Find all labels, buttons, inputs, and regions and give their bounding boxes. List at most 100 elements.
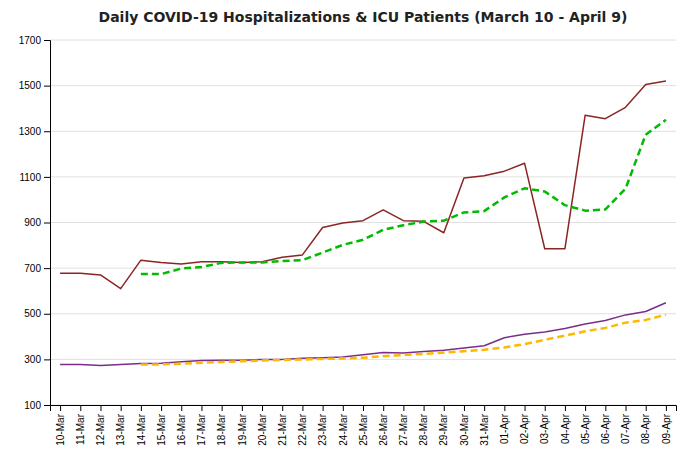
grid-line xyxy=(50,313,676,314)
grid-line xyxy=(50,176,676,177)
series-line xyxy=(141,315,666,365)
x-tick: 13-Mar xyxy=(115,405,126,446)
x-axis-line xyxy=(51,406,677,412)
x-tick-mark xyxy=(464,405,465,411)
y-tick-label: 300 xyxy=(24,354,41,365)
y-tick: 700 xyxy=(24,263,50,274)
x-tick-mark xyxy=(444,405,445,411)
x-tick: 21-Mar xyxy=(277,405,288,446)
x-tick-mark xyxy=(80,405,81,411)
x-tick: 18-Mar xyxy=(216,405,227,446)
x-tick-mark xyxy=(242,405,243,411)
x-tick-label: 27-Mar xyxy=(398,413,409,445)
x-tick: 28-Mar xyxy=(418,405,429,446)
x-tick: 27-Mar xyxy=(398,405,409,446)
series-line xyxy=(60,303,666,366)
series-line xyxy=(60,81,666,289)
x-tick: 14-Mar xyxy=(136,405,147,446)
x-tick: 19-Mar xyxy=(237,405,248,446)
x-tick: 20-Mar xyxy=(257,405,268,446)
x-tick: 06-Apr xyxy=(600,405,611,444)
x-tick-label: 14-Mar xyxy=(136,413,147,445)
x-tick-mark xyxy=(646,405,647,411)
y-tick: 500 xyxy=(24,308,50,319)
x-tick-mark xyxy=(565,405,566,411)
x-tick-label: 07-Apr xyxy=(620,413,631,444)
y-tick-label: 1700 xyxy=(19,35,42,46)
x-tick-mark xyxy=(666,405,667,411)
x-tick-label: 08-Apr xyxy=(640,413,651,444)
x-tick: 02-Apr xyxy=(519,405,530,444)
x-tick-label: 19-Mar xyxy=(237,413,248,445)
x-tick-mark xyxy=(141,405,142,411)
x-tick-mark xyxy=(323,405,324,411)
x-tick-label: 28-Mar xyxy=(418,413,429,445)
x-tick: 23-Mar xyxy=(317,405,328,446)
series-line xyxy=(141,120,666,274)
x-tick-label: 02-Apr xyxy=(519,413,530,444)
x-tick-label: 16-Mar xyxy=(176,413,187,445)
y-tick: 1100 xyxy=(19,172,50,183)
x-tick: 22-Mar xyxy=(297,405,308,446)
x-tick-mark xyxy=(343,405,344,411)
y-tick: 300 xyxy=(24,354,50,365)
x-tick-label: 23-Mar xyxy=(317,413,328,445)
x-tick-mark xyxy=(282,405,283,411)
y-tick-mark xyxy=(44,177,50,178)
y-tick-label: 1500 xyxy=(19,80,42,91)
y-tick-mark xyxy=(44,40,50,41)
x-tick-label: 10-Mar xyxy=(55,413,66,445)
x-tick-label: 06-Apr xyxy=(600,413,611,444)
x-tick: 10-Mar xyxy=(55,405,66,446)
y-tick-label: 100 xyxy=(24,400,41,411)
x-tick-label: 09-Apr xyxy=(661,413,672,444)
x-tick-mark xyxy=(100,405,101,411)
x-tick-label: 31-Mar xyxy=(479,413,490,445)
x-tick: 29-Mar xyxy=(438,405,449,446)
x-tick-mark xyxy=(525,405,526,411)
x-tick-mark xyxy=(383,405,384,411)
y-tick-label: 1300 xyxy=(19,126,42,137)
grid-line xyxy=(50,222,676,223)
y-tick-mark xyxy=(44,405,50,406)
y-tick: 900 xyxy=(24,217,50,228)
x-tick-label: 05-Apr xyxy=(580,413,591,444)
grid-line xyxy=(50,268,676,269)
title: Daily COVID-19 Hospitalizations & ICU Pa… xyxy=(99,9,628,25)
x-tick-label: 03-Apr xyxy=(539,413,550,444)
x-tick-label: 04-Apr xyxy=(560,413,571,444)
x-tick: 05-Apr xyxy=(580,405,591,444)
x-tick-mark xyxy=(302,405,303,411)
y-tick-label: 700 xyxy=(24,263,41,274)
x-tick-mark xyxy=(403,405,404,411)
y-tick-label: 500 xyxy=(24,308,41,319)
x-tick-mark xyxy=(201,405,202,411)
y-tick-mark xyxy=(44,131,50,132)
x-tick-mark xyxy=(262,405,263,411)
x-tick-label: 25-Mar xyxy=(358,413,369,445)
x-tick-label: 29-Mar xyxy=(438,413,449,445)
x-tick-label: 12-Mar xyxy=(95,413,106,445)
x-tick-mark xyxy=(181,405,182,411)
y-tick-mark xyxy=(44,314,50,315)
grid-line xyxy=(50,40,676,41)
y-tick: 1700 xyxy=(19,35,50,46)
x-tick-label: 15-Mar xyxy=(156,413,167,445)
x-tick: 17-Mar xyxy=(196,405,207,446)
x-tick: 12-Mar xyxy=(95,405,106,446)
x-tick-mark xyxy=(626,405,627,411)
y-tick-mark xyxy=(44,268,50,269)
x-tick-label: 13-Mar xyxy=(115,413,126,445)
x-axis: 10-Mar11-Mar12-Mar13-Mar14-Mar15-Mar16-M… xyxy=(51,405,677,446)
x-tick: 30-Mar xyxy=(459,405,470,446)
x-tick: 16-Mar xyxy=(176,405,187,446)
x-tick-label: 18-Mar xyxy=(216,413,227,445)
x-tick-label: 20-Mar xyxy=(257,413,268,445)
y-tick-label: 900 xyxy=(24,217,41,228)
x-tick-mark xyxy=(585,405,586,411)
x-tick-mark xyxy=(424,405,425,411)
x-tick-mark xyxy=(484,405,485,411)
y-tick: 1500 xyxy=(19,80,50,91)
y-tick-label: 1100 xyxy=(19,172,41,183)
y-tick-mark xyxy=(44,223,50,224)
